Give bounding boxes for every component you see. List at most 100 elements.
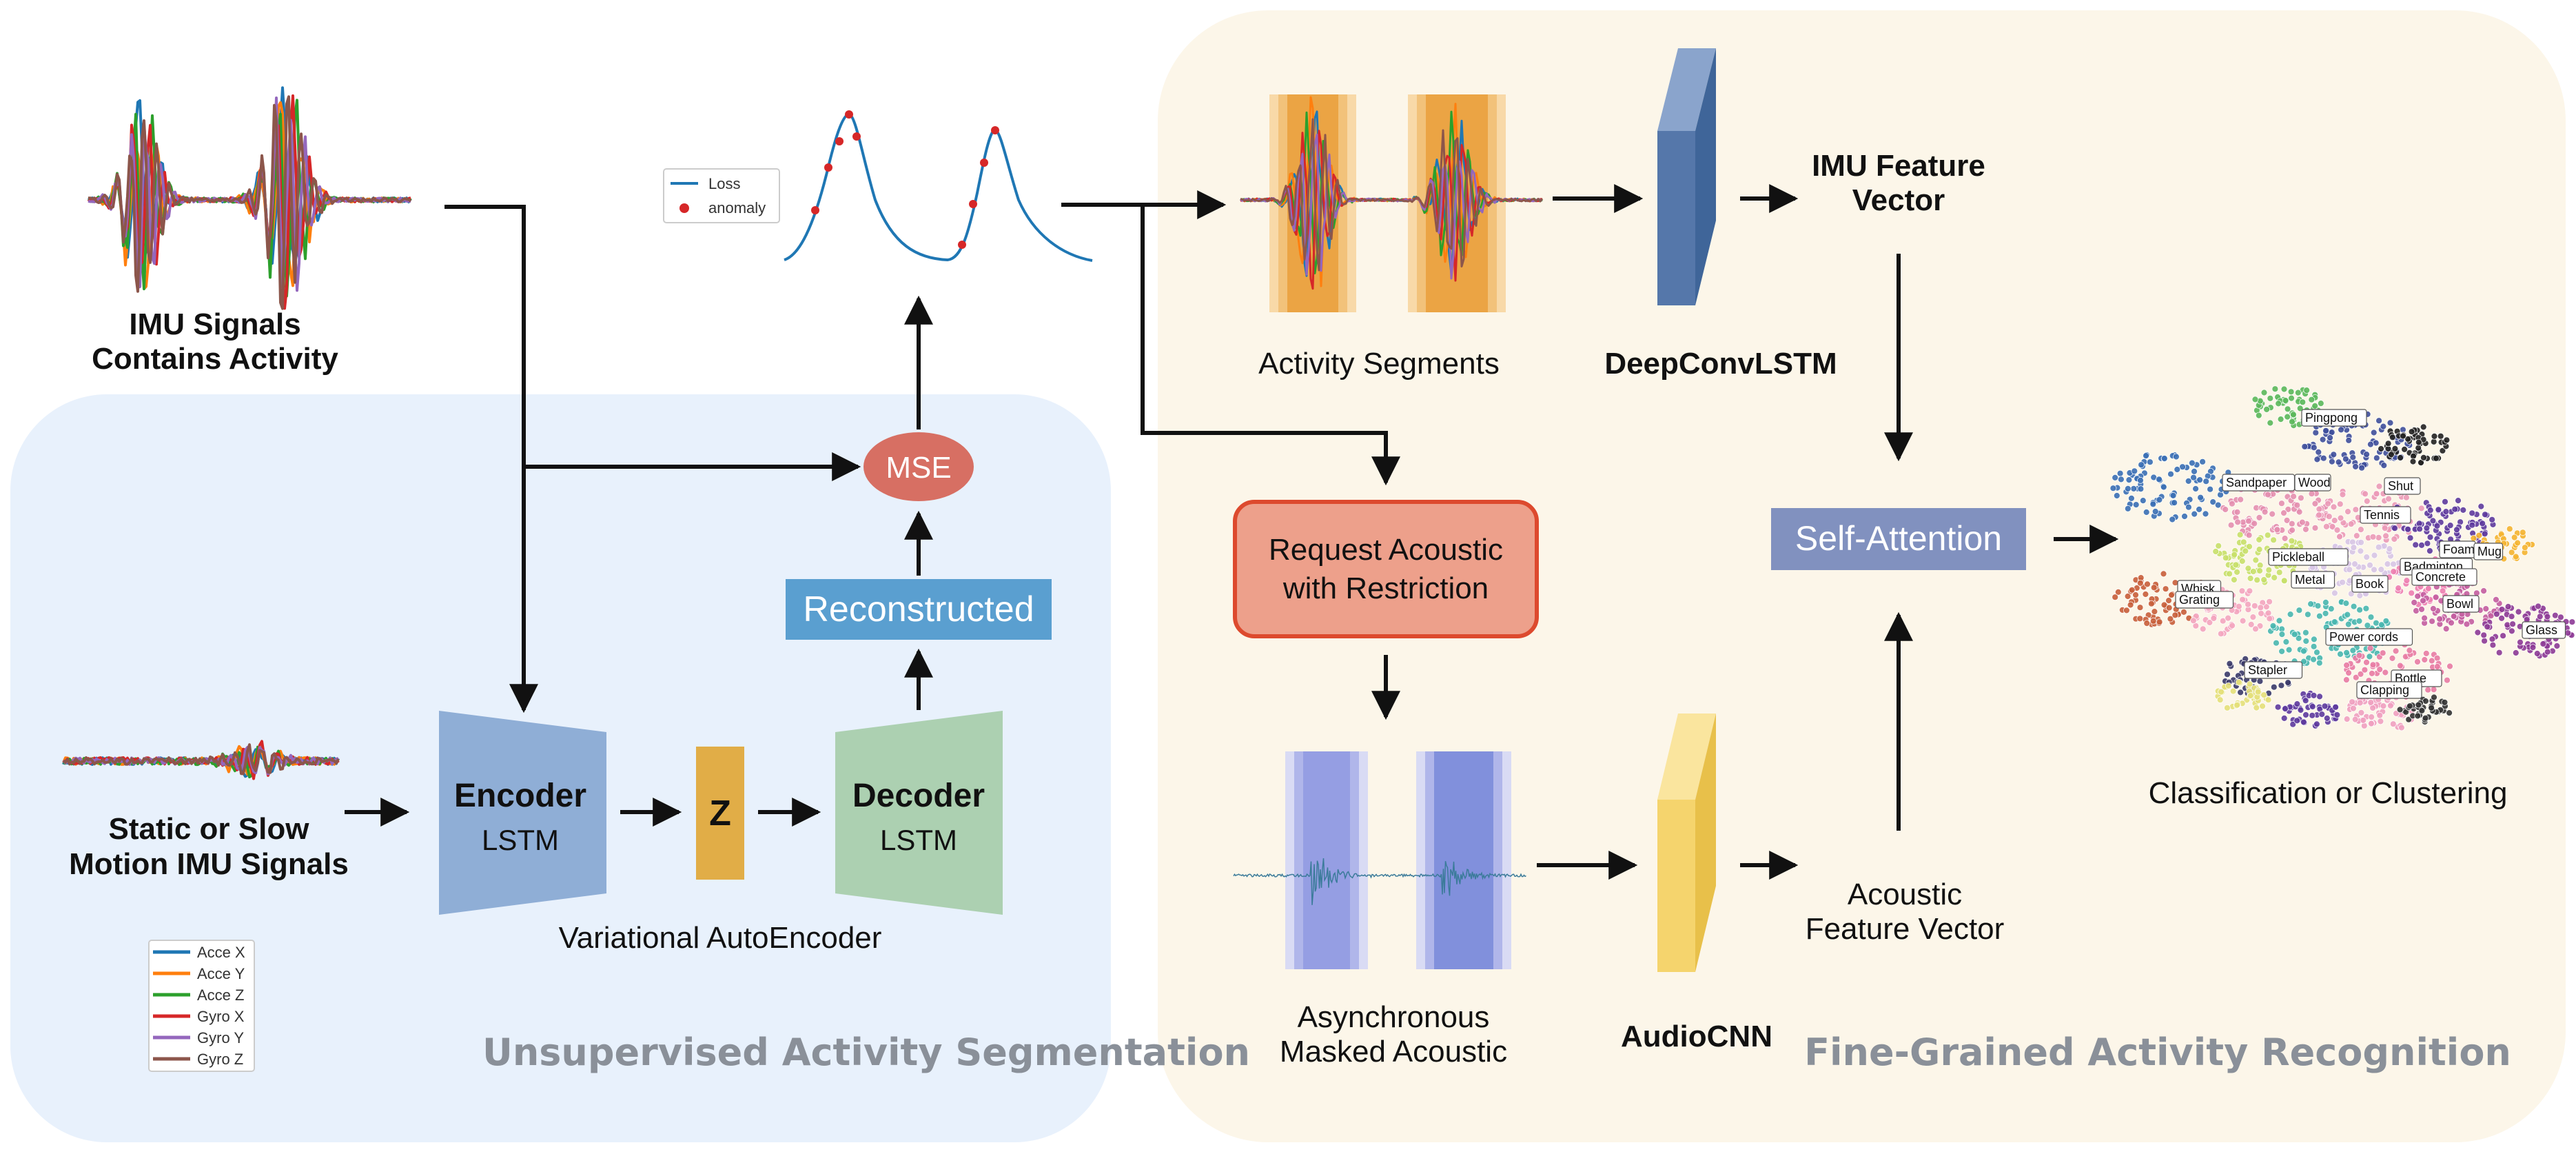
- cluster-point: [2346, 566, 2353, 574]
- cluster-point: [2239, 617, 2247, 625]
- cluster-point: [2321, 702, 2329, 710]
- self-attention-label: Self-Attention: [1795, 519, 2002, 558]
- cluster-point: [2302, 526, 2309, 533]
- cluster-point: [2271, 385, 2279, 393]
- cluster-point: [2252, 556, 2260, 564]
- cluster-label-box: [2291, 571, 2335, 589]
- cluster-point: [2482, 511, 2488, 518]
- cluster-point: [2508, 613, 2515, 620]
- cluster-point: [2406, 534, 2414, 542]
- cluster-point: [2420, 423, 2427, 431]
- cluster-point: [2332, 703, 2340, 711]
- cluster-point: [2361, 666, 2369, 674]
- cluster-point: [2435, 506, 2442, 514]
- cluster-point: [2299, 398, 2307, 406]
- cluster-point: [2225, 682, 2232, 689]
- cluster-point: [2310, 444, 2318, 452]
- cluster-point: [2363, 554, 2371, 560]
- cluster-point: [2196, 476, 2204, 483]
- cluster-point: [2339, 491, 2347, 498]
- cluster-point: [2320, 454, 2327, 462]
- cluster-point: [2424, 585, 2432, 592]
- cluster-point: [2403, 577, 2411, 584]
- cluster-point: [2269, 622, 2277, 629]
- anomaly-points: [811, 110, 999, 249]
- cluster-point: [2199, 625, 2207, 633]
- cluster-point: [2256, 567, 2264, 574]
- cluster-point: [2351, 560, 2358, 567]
- cluster-point: [2400, 432, 2406, 440]
- cluster-label-box: [2325, 628, 2413, 646]
- cluster-label: Bowl: [2446, 597, 2473, 611]
- cluster-point: [2402, 494, 2410, 501]
- cluster-point: [2233, 701, 2241, 709]
- cluster-label-box: [2473, 543, 2504, 560]
- cluster-point: [2271, 574, 2278, 581]
- cluster-point: [2149, 500, 2157, 508]
- cluster-point: [2109, 485, 2117, 492]
- cluster-point: [2416, 525, 2424, 533]
- cluster-point: [2322, 610, 2329, 617]
- cluster-point: [2316, 505, 2323, 513]
- cluster-point: [2263, 406, 2271, 413]
- cluster-point: [2424, 686, 2432, 694]
- vae-label: Variational AutoEncoder: [559, 921, 882, 955]
- cluster-point: [2349, 698, 2356, 706]
- cluster-point: [2226, 660, 2233, 667]
- cluster-point: [2344, 611, 2351, 618]
- cluster-point: [2375, 534, 2382, 541]
- cluster-point: [2309, 711, 2316, 719]
- cluster-point: [2156, 618, 2163, 626]
- cluster-point: [2233, 569, 2241, 576]
- cluster-point: [2417, 505, 2425, 512]
- cluster-point: [2297, 707, 2304, 713]
- cluster-point: [2151, 508, 2159, 515]
- cluster-point: [2261, 508, 2269, 516]
- cluster-point: [2215, 542, 2222, 549]
- cluster-label-box: [2522, 621, 2566, 639]
- cluster-point: [2313, 720, 2320, 728]
- cluster-point: [2136, 615, 2144, 622]
- cluster-point: [2377, 718, 2384, 725]
- cluster-point: [2418, 707, 2426, 714]
- cluster-point: [2350, 544, 2358, 551]
- cluster-point: [2236, 531, 2244, 538]
- cluster-point: [2132, 591, 2139, 598]
- cluster-point: [2224, 671, 2231, 678]
- static-signals-label-2: Motion IMU Signals: [69, 847, 349, 881]
- cluster-point: [2316, 612, 2323, 620]
- cluster-point: [2311, 403, 2319, 409]
- cluster-point: [2353, 532, 2360, 539]
- imu-feature-label-2: Vector: [1852, 183, 1945, 217]
- cluster-label: Foam: [2443, 543, 2475, 556]
- cluster-point: [2391, 445, 2399, 452]
- cluster-point: [2433, 523, 2441, 529]
- cluster-label-box: [2294, 474, 2331, 492]
- legend-label: Gyro Z: [197, 1051, 243, 1068]
- cluster-point: [2468, 521, 2476, 529]
- cluster-point: [2431, 694, 2437, 701]
- cluster-point: [2310, 642, 2318, 650]
- cluster-point: [2310, 692, 2318, 699]
- acoustic-feature-label-1: Acoustic: [1848, 878, 1962, 911]
- cluster-point: [2367, 699, 2375, 706]
- cluster-point: [2290, 493, 2298, 500]
- cluster-point: [2256, 546, 2263, 553]
- cluster-point: [2436, 616, 2444, 622]
- cluster-label: Power cords: [2329, 630, 2398, 644]
- signal-trace: [88, 95, 412, 310]
- cluster-point: [2553, 642, 2561, 649]
- cluster-point: [2276, 569, 2283, 576]
- cluster-point: [2423, 525, 2431, 532]
- cluster-point: [2217, 630, 2225, 638]
- cluster-point: [2446, 709, 2453, 716]
- masked-acoustic-label-1: Asynchronous: [1298, 1000, 1490, 1034]
- cluster-point: [2479, 520, 2486, 527]
- cluster-point: [2344, 508, 2351, 515]
- cluster-point: [2319, 436, 2327, 443]
- cluster-point: [2312, 429, 2320, 436]
- cluster-point: [2288, 520, 2296, 527]
- cluster-point: [2304, 611, 2311, 618]
- signal-trace: [1240, 118, 1544, 272]
